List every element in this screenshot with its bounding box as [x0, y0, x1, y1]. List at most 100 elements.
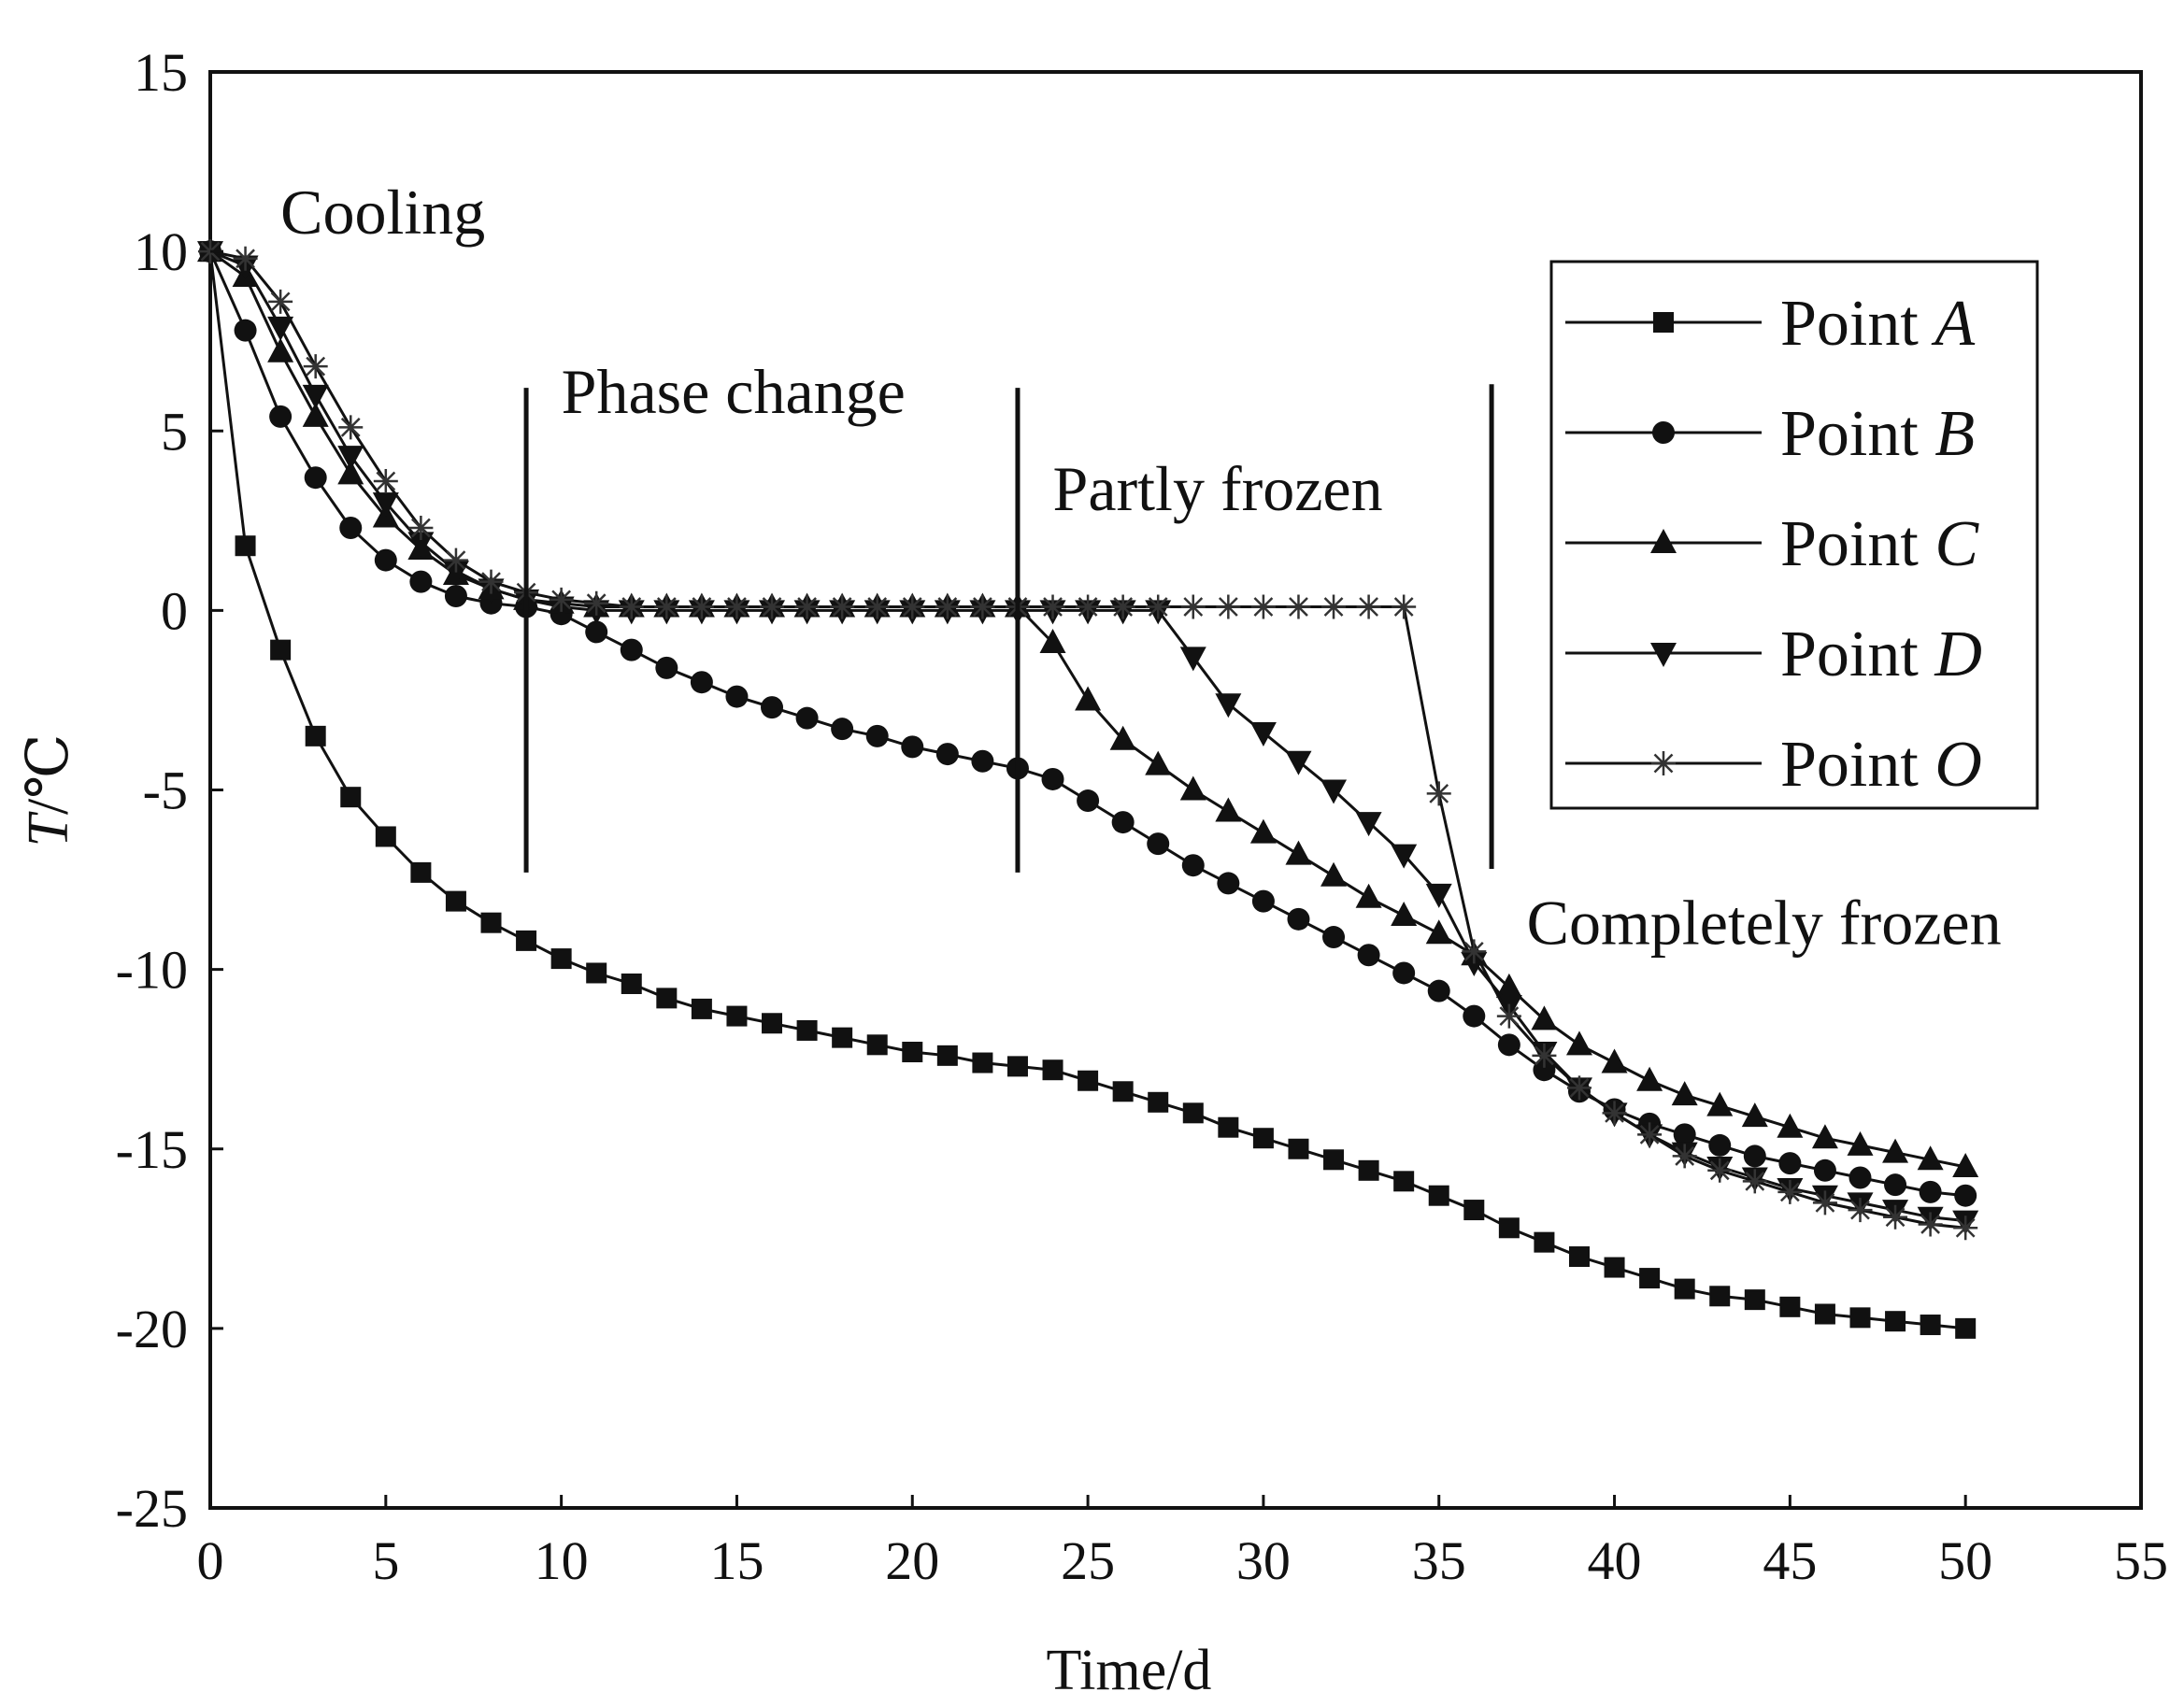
data-point — [1355, 812, 1382, 837]
x-tick-label: 50 — [1938, 1530, 1992, 1591]
data-point — [1532, 1043, 1557, 1068]
phase-divider-layer — [523, 384, 1494, 873]
data-point — [865, 724, 889, 747]
data-point — [1920, 1315, 1941, 1336]
data-point — [1813, 1159, 1836, 1182]
data-point — [304, 466, 327, 490]
legend-label-prefix: Point — [1780, 398, 1934, 470]
legend-label-id: B — [1934, 398, 1975, 470]
data-point — [1355, 883, 1382, 908]
data-point — [337, 446, 364, 471]
data-point — [1884, 1173, 1907, 1197]
data-point — [1533, 1059, 1556, 1082]
legend-label-prefix: Point — [1780, 729, 1934, 801]
data-point — [1882, 1138, 1909, 1163]
data-point — [1287, 907, 1310, 931]
data-point — [1147, 832, 1170, 856]
data-point — [1182, 1102, 1204, 1124]
legend-label: Point D — [1780, 618, 1982, 690]
legend-marker — [1650, 529, 1677, 553]
data-point — [1075, 686, 1102, 711]
data-point — [900, 594, 925, 619]
data-point — [1955, 1317, 1977, 1339]
data-point — [1602, 1101, 1627, 1126]
y-tick-label: 5 — [161, 401, 188, 462]
data-point — [1077, 789, 1100, 813]
data-point — [1637, 1122, 1663, 1147]
data-point — [1777, 1113, 1804, 1138]
data-point — [620, 638, 643, 661]
data-point — [1673, 1123, 1696, 1146]
data-point — [726, 1005, 748, 1027]
data-point — [761, 696, 784, 719]
annotation-completely-frozen: Completely frozen — [1527, 888, 2002, 959]
data-point — [444, 585, 467, 608]
y-axis-title: T/℃ — [17, 733, 80, 846]
data-point — [1534, 1231, 1555, 1253]
data-point — [1778, 1152, 1802, 1175]
data-point — [375, 826, 396, 847]
data-point — [1109, 725, 1136, 750]
annotation-phase-change: Phase change — [562, 356, 906, 427]
data-point — [691, 998, 712, 1019]
data-point — [303, 354, 328, 379]
data-point — [1322, 926, 1346, 949]
data-point — [902, 1042, 923, 1063]
data-point — [1041, 767, 1064, 790]
data-point — [1636, 1066, 1663, 1091]
legend-label-id: A — [1931, 288, 1975, 360]
data-point — [1918, 1212, 1943, 1237]
data-point — [831, 718, 854, 741]
data-point — [1849, 1166, 1872, 1189]
legend-frame — [1549, 260, 2039, 810]
data-point — [372, 492, 399, 518]
data-point — [1428, 1185, 1449, 1206]
data-point — [656, 988, 678, 1009]
data-point — [1215, 693, 1242, 718]
data-point — [302, 402, 329, 427]
data-point — [516, 930, 537, 951]
data-point — [1674, 1278, 1695, 1300]
data-point — [1006, 1056, 1028, 1077]
data-point — [408, 515, 434, 540]
data-point — [478, 569, 504, 594]
data-point — [235, 535, 256, 557]
data-point — [1531, 1005, 1558, 1031]
data-point — [1779, 1296, 1801, 1317]
data-point — [1180, 594, 1206, 619]
data-point — [1391, 844, 1418, 869]
data-point — [1252, 1128, 1274, 1149]
data-point — [1707, 1158, 1733, 1183]
data-point — [866, 1034, 888, 1056]
data-point — [1743, 1144, 1766, 1168]
x-tick-label: 40 — [1588, 1530, 1642, 1591]
data-point — [1847, 1130, 1874, 1156]
data-point — [340, 787, 362, 808]
data-point — [1706, 1091, 1734, 1116]
series-point-a — [200, 241, 1977, 1339]
legend-marker — [1651, 751, 1676, 775]
x-tick-label: 0 — [197, 1530, 224, 1591]
legend-label-prefix: Point — [1780, 618, 1934, 690]
data-point — [1356, 594, 1381, 619]
x-tick-label: 45 — [1763, 1530, 1817, 1591]
legend-label: Point O — [1780, 729, 1982, 801]
data-point — [724, 594, 749, 619]
y-tick-label: 15 — [134, 42, 188, 103]
data-point — [1181, 854, 1205, 877]
data-point — [1148, 1091, 1169, 1113]
data-point — [864, 594, 890, 619]
x-tick-label: 25 — [1061, 1530, 1115, 1591]
y-axis-title-symbol: T — [17, 811, 80, 847]
data-point — [1146, 594, 1171, 619]
data-point — [1249, 818, 1277, 844]
data-point — [584, 590, 609, 616]
data-point — [270, 639, 292, 661]
data-point — [1112, 1081, 1134, 1102]
data-point — [1076, 594, 1101, 619]
data-point — [374, 548, 397, 572]
legend-marker — [1653, 312, 1674, 333]
data-point — [1393, 1171, 1415, 1192]
data-point — [1078, 1070, 1099, 1091]
